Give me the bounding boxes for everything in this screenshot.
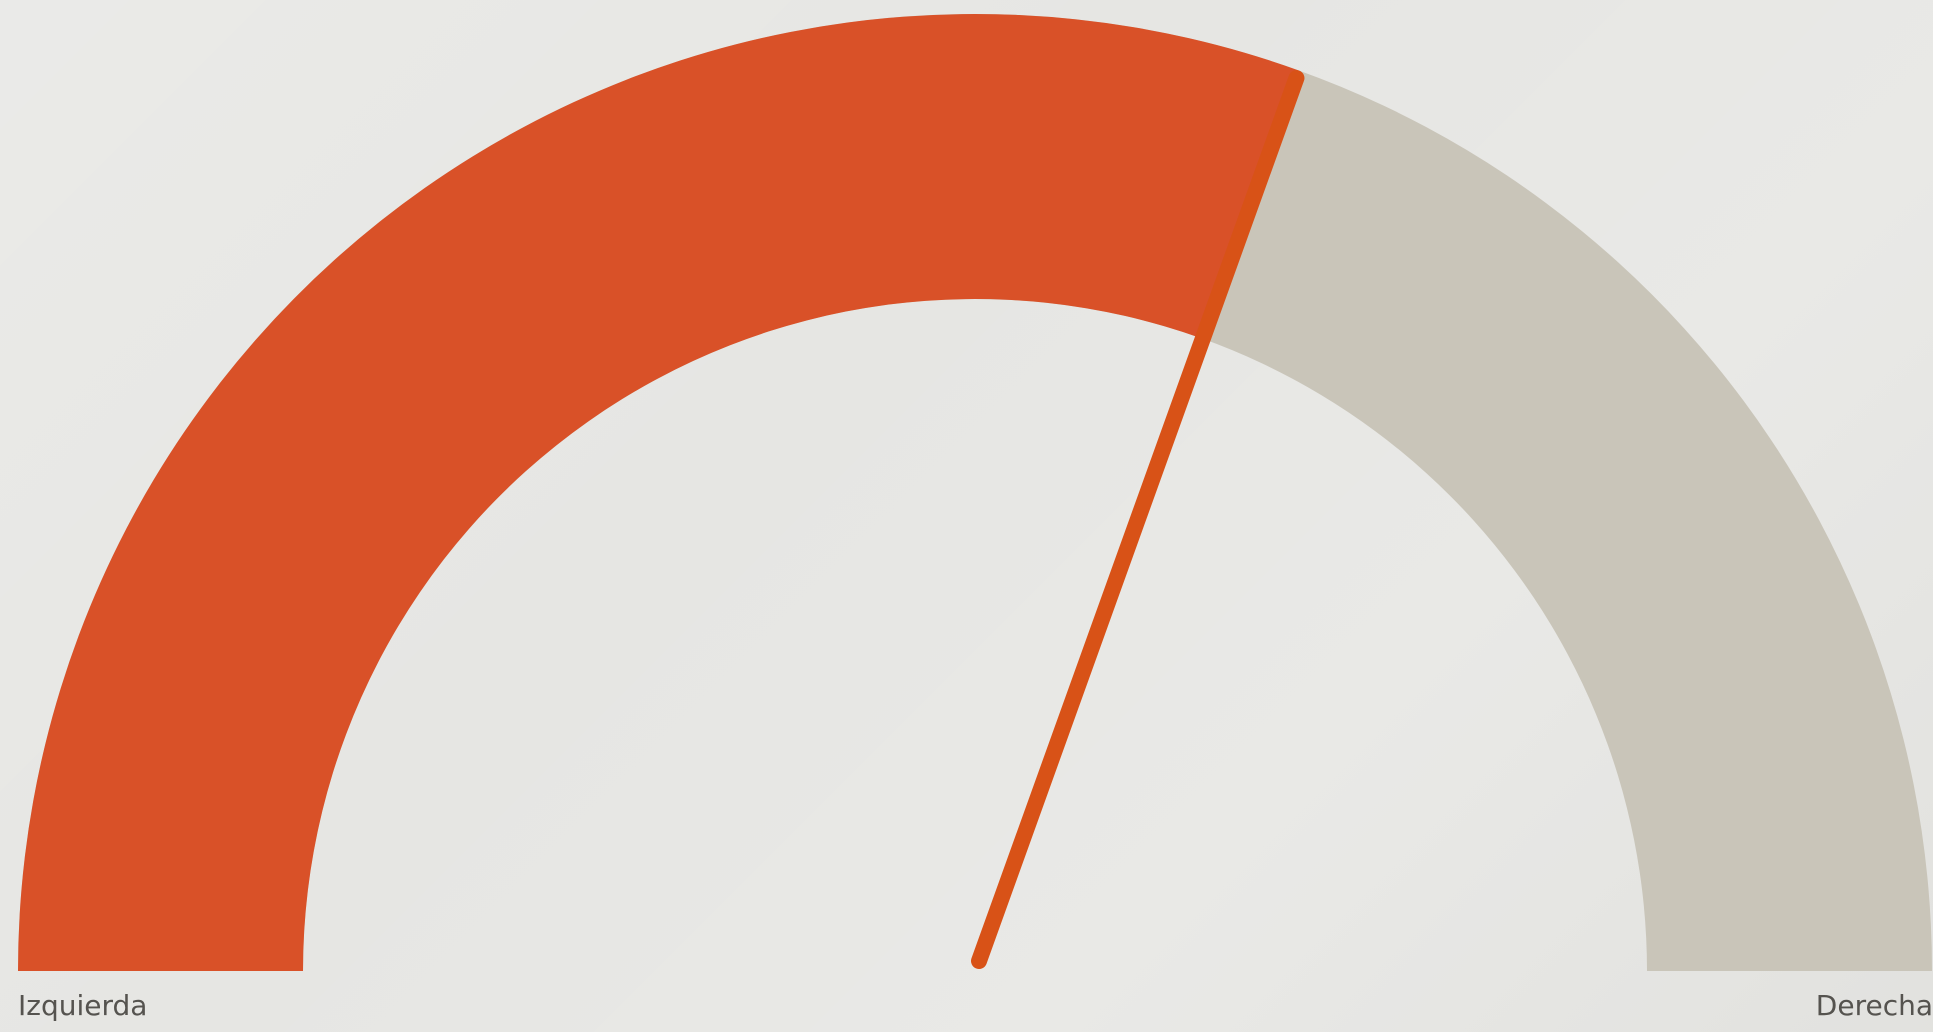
- gauge-max-label: Derecha: [1815, 989, 1933, 1022]
- gauge-value-arc: [18, 14, 1300, 972]
- gauge-min-label: Izquierda: [18, 989, 148, 1022]
- gauge-needle: [971, 70, 1305, 969]
